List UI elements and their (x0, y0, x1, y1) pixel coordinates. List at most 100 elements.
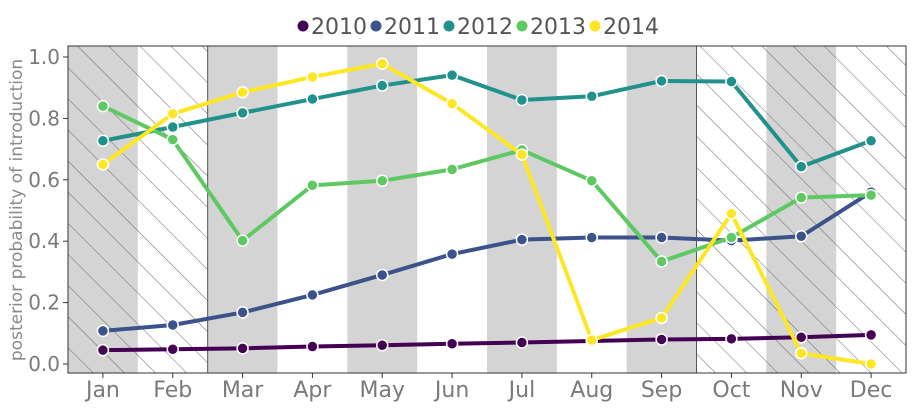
series-line-2010 (100, 332, 874, 353)
data-point-2014 (306, 70, 319, 84)
x-tick-label: Jun (433, 378, 469, 403)
data-point-2014 (515, 148, 529, 161)
series-layer (96, 57, 878, 371)
x-tick-label: Dec (850, 378, 893, 403)
x-tick-label: Apr (293, 378, 332, 403)
data-point-2011 (236, 306, 249, 319)
data-point-2013 (166, 133, 179, 146)
month-band-hatched (836, 46, 906, 373)
x-tick-label: Mar (222, 378, 264, 403)
data-point-2013 (96, 99, 110, 113)
series-2014 (96, 57, 878, 371)
data-point-2014 (445, 97, 459, 110)
y-axis-title: posterior probability of introduction (7, 59, 27, 361)
data-point-2010 (515, 336, 529, 349)
data-point-2014 (166, 107, 179, 121)
x-tick-label: Jan (84, 378, 120, 403)
data-point-2010 (376, 339, 389, 352)
y-tick-label: 0.4 (28, 229, 60, 253)
data-point-2012 (585, 90, 598, 103)
legend-item-2010: 2010 (297, 15, 367, 40)
legend-label: 2014 (603, 15, 659, 40)
data-point-2014 (585, 333, 598, 347)
data-point-2014 (96, 158, 110, 171)
x-tick-label: Nov (780, 378, 823, 403)
data-point-2014 (236, 86, 249, 99)
legend-marker (370, 20, 382, 32)
data-point-2011 (445, 247, 459, 261)
x-tick-label: Oct (712, 378, 750, 403)
x-tick-label: Feb (153, 378, 192, 403)
y-tick-label: 0.0 (28, 352, 60, 376)
data-point-2012 (725, 75, 738, 88)
y-tick-label: 0.6 (28, 168, 60, 192)
data-point-2011 (166, 318, 179, 332)
data-point-2013 (445, 163, 459, 176)
data-point-2014 (864, 357, 878, 371)
data-point-2012 (795, 160, 808, 173)
legend-label: 2013 (530, 15, 586, 40)
legend-item-2011: 2011 (370, 15, 440, 40)
legend-label: 2010 (311, 15, 367, 40)
data-point-2010 (655, 333, 668, 346)
legend-item-2014: 2014 (589, 15, 659, 40)
axes: 0.0 0.2 0.4 0.6 0.8 1.0 Jan Feb Mar Apr May Jun Jul A… (28, 45, 907, 403)
data-point-2013 (585, 174, 598, 187)
data-point-2012 (864, 134, 878, 148)
data-point-2011 (515, 233, 529, 246)
data-point-2012 (166, 120, 179, 134)
x-tick-label: Aug (570, 378, 613, 403)
data-point-2011 (655, 231, 668, 244)
data-point-2011 (306, 288, 319, 302)
data-point-2010 (795, 331, 808, 344)
data-point-2012 (515, 93, 529, 107)
data-point-2010 (864, 328, 878, 342)
data-point-2012 (96, 134, 110, 148)
data-point-2010 (166, 343, 179, 356)
legend-marker (589, 20, 601, 32)
data-point-2011 (376, 268, 389, 282)
data-point-2011 (795, 230, 808, 243)
data-point-2013 (655, 255, 668, 268)
series-line-2013 (100, 104, 874, 264)
data-point-2012 (445, 68, 459, 82)
month-band-hatched (137, 46, 208, 373)
data-point-2012 (655, 74, 668, 88)
y-tick-label: 0.8 (28, 106, 60, 130)
month-band-grey (347, 46, 418, 373)
data-point-2014 (655, 311, 668, 325)
legend-label: 2011 (384, 15, 440, 40)
series-line-2012 (100, 73, 874, 169)
y-tick-label: 1.0 (28, 45, 60, 69)
data-point-2013 (864, 188, 878, 202)
legend: 2010 2011 2012 2013 2014 (297, 15, 659, 40)
series-2013 (96, 99, 878, 268)
data-point-2014 (376, 57, 389, 71)
data-point-2011 (585, 231, 598, 244)
data-point-2010 (236, 342, 249, 355)
data-point-2010 (306, 340, 319, 353)
data-point-2013 (725, 231, 738, 244)
data-point-2010 (445, 337, 459, 350)
series-2012 (96, 68, 878, 173)
data-point-2012 (236, 106, 249, 120)
data-point-2010 (725, 332, 738, 346)
legend-marker (297, 20, 309, 32)
data-point-2012 (306, 92, 319, 106)
data-point-2012 (376, 79, 389, 92)
plot-frame (67, 45, 907, 374)
legend-marker (516, 20, 528, 32)
data-point-2013 (795, 191, 808, 204)
x-tick-label: May (360, 378, 405, 403)
legend-marker (443, 20, 455, 32)
data-point-2013 (306, 179, 319, 192)
legend-label: 2012 (457, 15, 513, 40)
data-point-2014 (795, 347, 808, 360)
x-tick-label: Jul (507, 378, 536, 403)
y-tick-label: 0.2 (28, 291, 60, 315)
month-band-hatched (68, 46, 138, 373)
x-tick-label: Sep (641, 378, 682, 403)
data-point-2011 (96, 324, 110, 338)
data-point-2010 (96, 343, 110, 357)
